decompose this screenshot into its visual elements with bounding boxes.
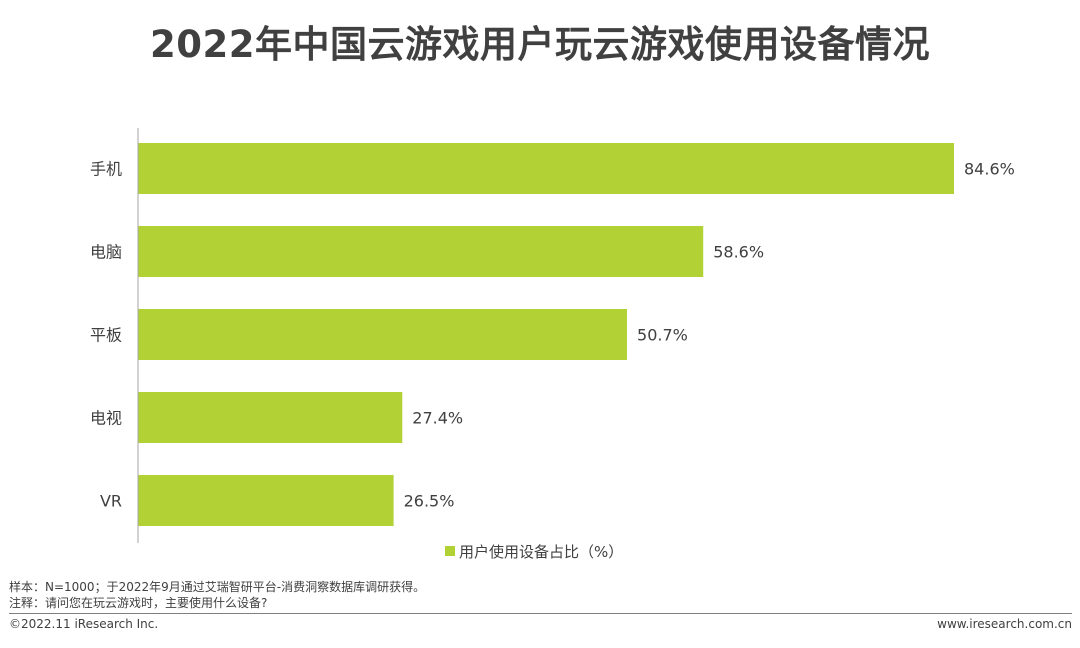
category-label: 电视	[90, 409, 122, 428]
bar-2	[138, 309, 628, 360]
legend-swatch	[445, 546, 455, 556]
category-label: 电脑	[90, 243, 122, 262]
legend: 用户使用设备占比（%）	[445, 543, 623, 561]
bars-group	[138, 143, 954, 526]
category-label: VR	[100, 492, 122, 511]
bar-0	[138, 143, 954, 194]
category-label: 手机	[90, 160, 122, 179]
website-text: www.iresearch.com.cn	[937, 617, 1072, 631]
value-label: 26.5%	[404, 492, 455, 511]
chart-title: 2022年中国云游戏用户玩云游戏使用设备情况	[150, 23, 930, 66]
category-label: 平板	[90, 326, 122, 345]
bar-1	[138, 226, 704, 277]
value-label: 50.7%	[637, 326, 688, 345]
value-label: 84.6%	[964, 160, 1015, 179]
value-label: 27.4%	[412, 409, 463, 428]
footer-divider	[9, 613, 1072, 614]
bar-4	[138, 475, 394, 526]
legend-label: 用户使用设备占比（%）	[459, 543, 623, 561]
sample-note: 样本：N=1000；于2022年9月通过艾瑞智研平台-消费洞察数据库调研获得。	[9, 580, 426, 594]
copyright-text: ©2022.11 iResearch Inc.	[9, 617, 159, 631]
bar-3	[138, 392, 403, 443]
value-label: 58.6%	[713, 243, 764, 262]
value-labels: 84.6% 58.6% 50.7% 27.4% 26.5%	[404, 160, 1015, 511]
remark-note: 注释：请问您在玩云游戏时，主要使用什么设备?	[9, 596, 268, 610]
